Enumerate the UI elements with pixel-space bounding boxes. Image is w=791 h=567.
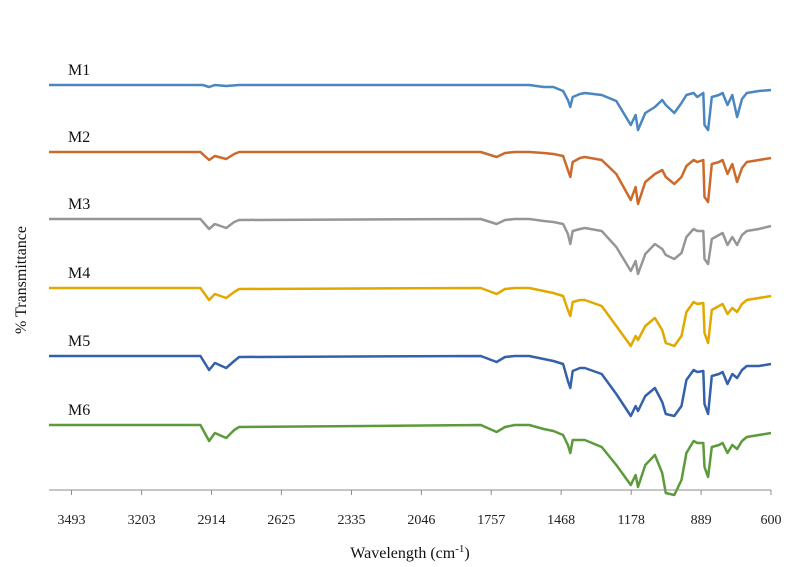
x-tick-label: 1178 [617, 513, 644, 528]
x-tick-label: 3493 [58, 513, 86, 528]
series-group [49, 83, 772, 497]
x-axis-title-close: ) [464, 545, 469, 562]
series-label-m5: M5 [68, 333, 90, 350]
series-line-m6 [49, 423, 772, 497]
x-axis-title-base: Wavelength (cm [350, 545, 455, 562]
x-axis-ticks [71, 490, 772, 495]
x-tick-label: 2625 [267, 513, 295, 528]
x-tick-label: 1468 [547, 513, 575, 528]
series-line-m1 [49, 83, 772, 132]
x-tick-label: 3203 [128, 513, 156, 528]
x-tick-label: 2335 [338, 513, 366, 528]
x-tick-label: 889 [691, 513, 712, 528]
series-line-m3 [49, 217, 772, 276]
x-axis-title-sup: -1 [455, 543, 464, 555]
x-tick-labels: 3493 3203 2914 2625 2335 2046 1757 1468 1178 889 6… [58, 513, 782, 528]
x-tick-label: 600 [761, 513, 782, 528]
series-label-m6: M6 [68, 402, 90, 419]
x-tick-label: 1757 [477, 513, 505, 528]
series-label-m1: M1 [68, 62, 90, 79]
series-line-m4 [49, 286, 772, 348]
x-axis-title: Wavelength (cm-1) [350, 543, 469, 562]
series-label-m4: M4 [68, 265, 90, 282]
x-tick-label: 2914 [198, 513, 226, 528]
series-label-m2: M2 [68, 129, 90, 146]
y-axis-title: % Transmittance [13, 226, 30, 334]
series-label-m3: M3 [68, 196, 90, 213]
series-line-m5 [49, 354, 772, 418]
x-tick-label: 2046 [407, 513, 435, 528]
series-line-m2 [49, 150, 772, 206]
series-labels: M1 M2 M3 M4 M5 M6 [68, 62, 90, 419]
